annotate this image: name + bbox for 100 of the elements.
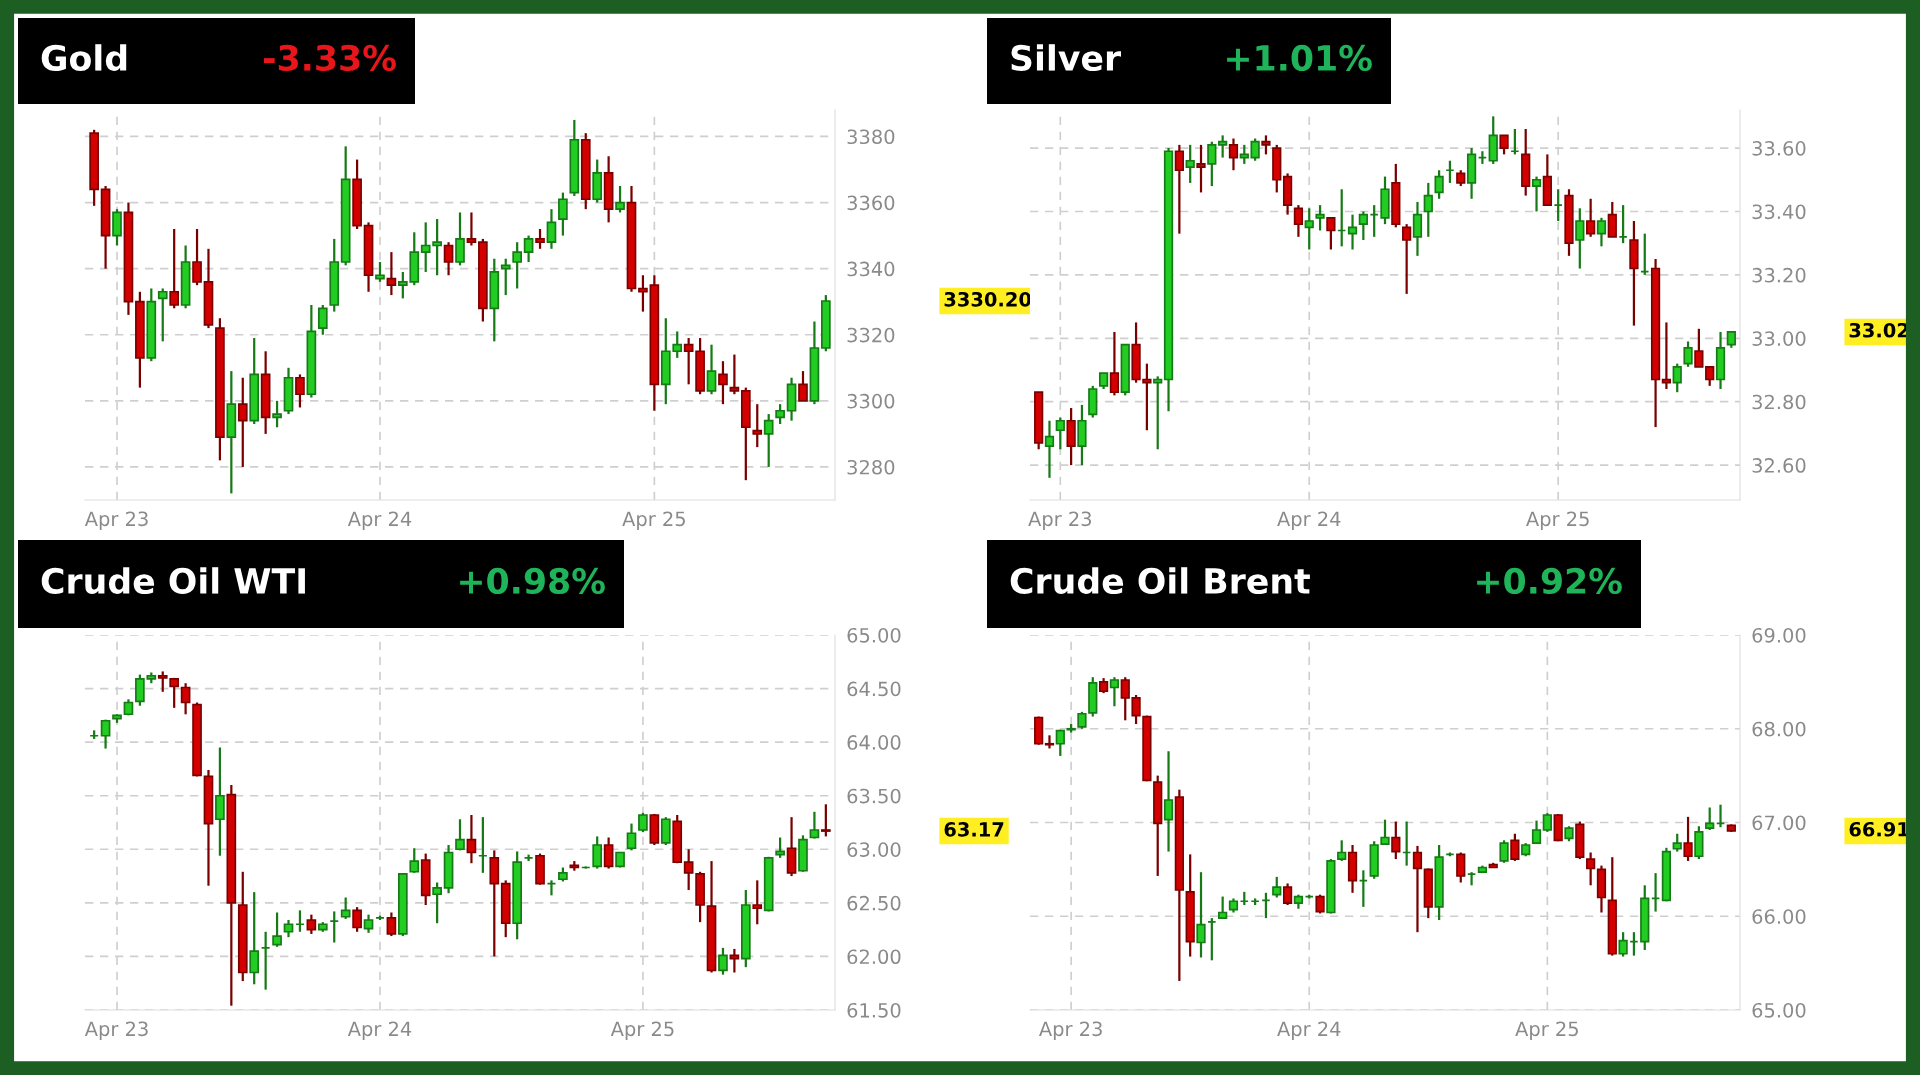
candlestick	[237, 376, 248, 469]
candlestick	[1618, 931, 1628, 958]
y-tick-label: 3340	[847, 261, 895, 277]
y-tick-label: 3320	[847, 327, 895, 343]
chart-subtitle: -3.33%	[264, 44, 396, 72]
chart-subtitle: +0.92%	[1477, 567, 1622, 595]
x-tick-label: Apr 23	[1039, 1021, 1102, 1040]
candlestick	[1531, 175, 1542, 213]
y-tick-label: 67.00	[1752, 815, 1806, 831]
candlestick	[1510, 832, 1520, 863]
candlestick	[752, 879, 763, 926]
candlestick	[775, 403, 785, 426]
candlestick	[1683, 340, 1693, 368]
chart-title: Silver	[1011, 44, 1122, 72]
y-tick-label: 3360	[847, 195, 895, 211]
candlestick	[1250, 137, 1260, 162]
candlestick	[1055, 416, 1065, 451]
candlestick	[432, 881, 442, 925]
candlestick	[1575, 207, 1585, 270]
candlestick	[1705, 365, 1715, 387]
candlestick	[455, 818, 465, 852]
candlestick	[1304, 207, 1314, 251]
candlestick	[386, 911, 397, 938]
candlestick	[718, 360, 728, 406]
x-tick-label: Apr 24	[1277, 1021, 1341, 1040]
candlestick	[558, 191, 568, 237]
y-tick-label: 33.00	[1752, 331, 1806, 346]
candlestick	[272, 911, 282, 948]
text: 66.91	[1849, 821, 1909, 837]
candlestick	[660, 816, 671, 847]
y-tick-label: 65.00	[1752, 1002, 1806, 1018]
chart-title: Crude Oil WTI	[41, 567, 305, 595]
candlestick	[340, 896, 351, 921]
candlestick	[1315, 893, 1325, 915]
candlestick	[1163, 750, 1174, 853]
candlestick	[1174, 143, 1184, 235]
candlestick	[775, 836, 785, 859]
candlestick	[317, 303, 328, 336]
x-tick-label: Apr 25	[1526, 511, 1589, 530]
candlestick	[215, 746, 225, 857]
y-tick-label: 69.00	[1752, 627, 1806, 643]
y-tick-label: 61.50	[847, 1002, 901, 1018]
candlestick	[455, 211, 465, 267]
y-tick-label: 3280	[847, 459, 895, 475]
candlestick	[1109, 330, 1120, 397]
x-tick-label: Apr 25	[610, 1021, 674, 1040]
y-tick-label: 32.60	[1752, 458, 1806, 473]
y-tick-label: 64.50	[847, 681, 901, 697]
candlestick	[638, 274, 648, 313]
candlestick	[1402, 223, 1412, 296]
y-tick-label: 64.00	[847, 735, 901, 750]
candlestick	[375, 260, 385, 283]
y-tick-label: 68.00	[1752, 721, 1806, 737]
candlestick	[683, 848, 694, 892]
candlestick	[1293, 204, 1304, 238]
candlestick	[1055, 728, 1065, 758]
candlestick	[1423, 181, 1433, 238]
y-tick-label: 3300	[847, 393, 895, 409]
x-tick-label: Apr 23	[84, 1021, 148, 1040]
candlestick	[1412, 844, 1423, 934]
candlestick	[512, 241, 523, 290]
annotation: 3330.20	[944, 291, 1031, 307]
y-tick-label: 66.00	[1752, 909, 1806, 924]
candlestick	[112, 208, 122, 247]
candlestick	[1586, 851, 1596, 887]
candlestick	[1337, 839, 1347, 863]
candlestick	[1607, 200, 1617, 238]
candlestick	[1044, 419, 1055, 479]
candlestick	[1586, 197, 1596, 238]
candlestick	[1683, 815, 1693, 863]
chart-subtitle: +1.01%	[1227, 44, 1372, 72]
candlestick	[1272, 875, 1282, 899]
candlestick	[363, 913, 374, 934]
candlestick	[1261, 134, 1271, 156]
candlestick	[729, 353, 740, 396]
candlestick	[1218, 134, 1228, 159]
candlestick	[1456, 851, 1466, 884]
y-tick-label: 65.00	[847, 627, 901, 643]
chart-title: Crude Oil Brent	[1010, 567, 1310, 595]
candlestick	[535, 227, 545, 250]
candlestick	[1358, 210, 1368, 242]
chart-title: Gold	[41, 44, 127, 72]
candlestick	[272, 399, 282, 429]
candlestick	[180, 682, 191, 716]
candlestick	[752, 403, 763, 449]
candlestick	[763, 412, 774, 469]
text: 33.02	[1849, 322, 1909, 338]
candlestick	[192, 227, 202, 287]
candlestick	[1694, 327, 1704, 368]
y-tick-label: 32.80	[1752, 394, 1806, 410]
candlestick	[386, 251, 397, 297]
candlestick	[1044, 734, 1055, 750]
candlestick	[1499, 134, 1509, 156]
y-tick-label: 33.60	[1752, 141, 1806, 156]
x-tick-label: Apr 25	[1515, 1021, 1578, 1040]
candlestick	[169, 227, 180, 310]
candlestick	[306, 913, 317, 936]
candlestick	[466, 211, 477, 247]
candlestick	[1434, 169, 1444, 200]
y-tick-label: 63.50	[847, 788, 901, 804]
